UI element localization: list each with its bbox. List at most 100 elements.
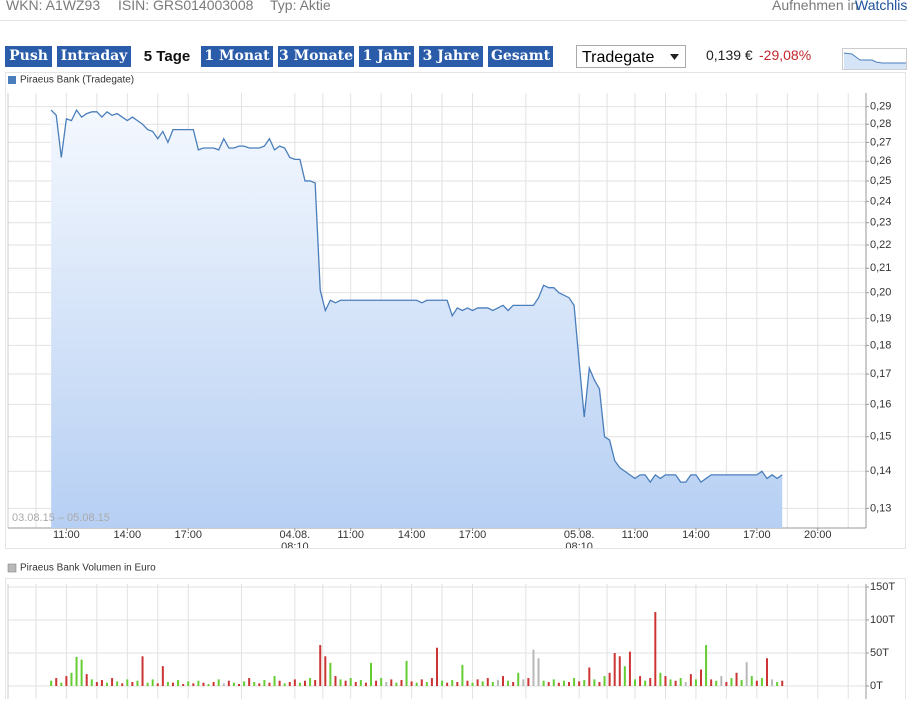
volume-bar: [192, 683, 195, 686]
volume-bar: [603, 676, 606, 686]
volume-bar: [136, 680, 139, 686]
period-button[interactable]: 1 Jahr: [359, 46, 414, 67]
volume-bar: [649, 678, 652, 686]
x-tick-label: 14:00: [113, 529, 142, 541]
period-button[interactable]: 5 Tage: [143, 48, 191, 65]
period-button[interactable]: 3 Monate: [278, 46, 354, 67]
legend-label: Piraeus Bank (Tradegate): [20, 75, 134, 86]
period-button[interactable]: Push: [5, 46, 52, 67]
volume-bar: [684, 682, 687, 686]
y-tick-label: 150T: [870, 581, 895, 593]
volume-bar: [298, 682, 301, 686]
volume-bar: [634, 679, 636, 686]
x-tick-label: 14:00: [397, 529, 426, 541]
volume-bar: [65, 676, 68, 686]
volume-bar: [593, 679, 596, 686]
volume-panel: [5, 578, 906, 704]
volume-bar: [644, 680, 647, 686]
header-bar: WKN: A1WZ93 ISIN: GRS014003008 Typ: Akti…: [0, 0, 907, 21]
volume-bar: [50, 680, 53, 686]
type: Typ: Aktie: [270, 0, 331, 13]
volume-bar: [502, 676, 504, 686]
exchange-select[interactable]: Tradegate: [576, 45, 686, 68]
volume-bar: [80, 659, 83, 686]
volume-bar: [207, 684, 210, 686]
volume-bar: [491, 682, 494, 686]
volume-bar: [700, 669, 702, 686]
y-tick-label: 0,23: [870, 217, 891, 229]
volume-bar: [507, 680, 510, 686]
volume-bar: [95, 682, 98, 686]
date-range: 03.08.15 – 05.08.15: [12, 512, 110, 524]
volume-bar: [288, 682, 291, 686]
volume-bar: [766, 658, 768, 686]
x-tick-label: 17:00: [743, 529, 771, 541]
volume-bar: [344, 680, 347, 686]
volume-bar: [278, 680, 281, 686]
volume-bar: [562, 680, 565, 686]
volume-bar: [293, 679, 296, 686]
y-tick-label: 0,28: [870, 118, 891, 130]
volume-bar: [111, 678, 114, 686]
period-button[interactable]: 3 Jahre: [419, 46, 483, 67]
volume-bar: [689, 674, 692, 686]
volume-bar: [618, 656, 621, 686]
volume-bar: [583, 680, 586, 686]
volume-bar: [359, 680, 362, 686]
volume-bar: [679, 678, 682, 686]
period-button[interactable]: Gesamt: [488, 46, 553, 67]
volume-bar: [182, 684, 185, 686]
volume-bar: [324, 656, 327, 686]
volume-bar: [425, 682, 428, 686]
volume-bar: [253, 682, 256, 686]
x-tick-label: 20:00: [804, 529, 832, 541]
volume-bar: [522, 679, 525, 686]
y-tick-label: 50T: [870, 647, 889, 659]
y-tick-label: 100T: [870, 614, 895, 626]
legend-label: Piraeus Bank Volumen in Euro: [20, 563, 156, 574]
wkn: WKN: A1WZ93: [6, 0, 101, 13]
volume-bar: [339, 679, 342, 686]
period-button[interactable]: 1 Monat: [201, 46, 273, 67]
volume-bar: [613, 652, 616, 686]
x-tick-label: 17:00: [458, 529, 487, 541]
watchlist-link[interactable]: Watchlist: [855, 0, 907, 13]
y-tick-label: 0,29: [870, 101, 891, 113]
volume-bar: [329, 662, 332, 686]
dropdown-arrow: [670, 54, 679, 60]
volume-bar: [547, 682, 550, 686]
volume-bar: [760, 678, 763, 686]
volume-bar: [542, 680, 545, 686]
period-button[interactable]: Intraday: [57, 46, 131, 67]
volume-bar: [349, 678, 352, 686]
y-tick-label: 0,17: [870, 368, 891, 380]
volume-bar: [304, 680, 306, 686]
volume-bar: [238, 684, 240, 686]
volume-bar: [552, 679, 555, 686]
volume-bar: [730, 678, 733, 686]
volume-bar: [273, 676, 276, 686]
y-tick-label: 0,19: [870, 312, 891, 324]
volume-bar: [222, 683, 225, 686]
volume-bar: [446, 682, 449, 686]
volume-bar: [60, 682, 63, 686]
volume-bar: [370, 662, 372, 686]
volume-bar: [588, 667, 591, 686]
legend-swatch: [7, 563, 17, 573]
volume-bar: [639, 676, 642, 686]
y-tick-label: 0,15: [870, 431, 891, 443]
x-tick-label: 11:00: [621, 529, 649, 541]
change: -29,08%: [759, 47, 812, 63]
volume-bar: [527, 678, 530, 686]
volume-bar: [654, 612, 657, 686]
volume-bar: [116, 681, 119, 686]
volume-bar: [314, 680, 317, 686]
volume-bar: [451, 680, 454, 686]
volume-bar: [659, 672, 662, 686]
volume-bar: [608, 672, 611, 686]
x-tick-label: 17:00: [174, 529, 202, 541]
volume-bar: [202, 682, 205, 686]
volume-bar: [771, 679, 774, 686]
volume-bar: [776, 682, 779, 686]
